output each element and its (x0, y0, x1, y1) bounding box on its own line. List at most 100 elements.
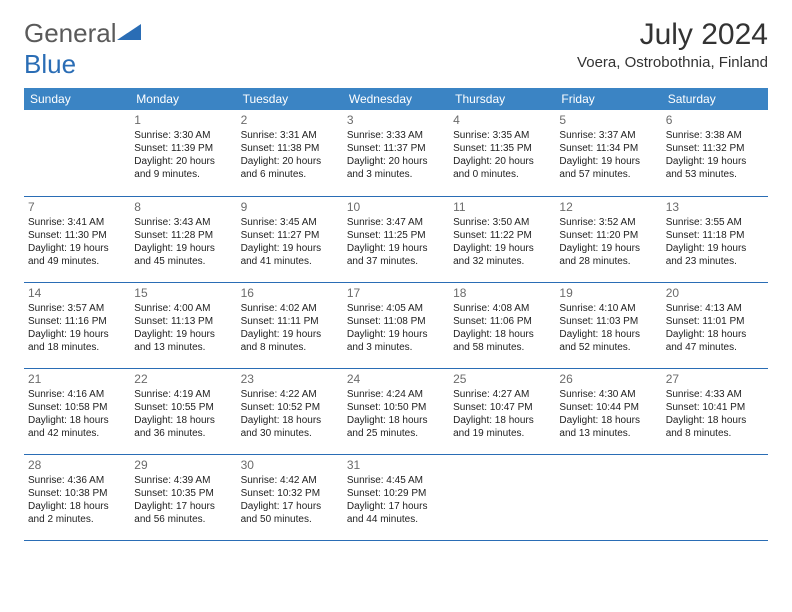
calendar-cell: 9Sunrise: 3:45 AMSunset: 11:27 PMDayligh… (237, 196, 343, 282)
calendar-cell: 15 Sunrise: 4:00 AMSunset: 11:13 PMDaylig… (130, 282, 236, 368)
calendar-cell: 11 Sunrise: 3:50 AMSunset: 11:22 PMDaylig… (449, 196, 555, 282)
day-number: 11 (453, 200, 551, 214)
day-info: Sunrise: 4:36 AMSunset: 10:38 PMDaylight… (28, 474, 126, 526)
day-info: Sunrise: 3:35 AMSunset: 11:35 PMDaylight… (453, 129, 551, 181)
day-number: 14 (28, 286, 126, 300)
calendar-cell: 31 Sunrise: 4:45 AMSunset: 10:29 PMDaylig… (343, 454, 449, 540)
logo-text-a: General (24, 18, 117, 48)
day-info: Sunrise: 4:00 AMSunset: 11:13 PMDaylight… (134, 302, 232, 354)
day-info: Sunrise: 4:02 AMSunset: 11:11 PMDaylight… (241, 302, 339, 354)
day-info: Sunrise: 3:57 AMSunset: 11:16 PMDaylight… (28, 302, 126, 354)
day-number: 20 (666, 286, 764, 300)
day-info: Sunrise: 4:45 AMSunset: 10:29 PMDaylight… (347, 474, 445, 526)
calendar-cell: 5 Sunrise: 3:37 AMSunset: 11:34 PMDayligh… (555, 110, 661, 196)
day-number: 13 (666, 200, 764, 214)
day-number: 3 (347, 113, 445, 127)
day-number: 26 (559, 372, 657, 386)
day-info: Sunrise: 4:22 AMSunset: 10:52 PMDaylight… (241, 388, 339, 440)
day-info: Sunrise: 3:30 AMSunset: 11:39 PMDaylight… (134, 129, 232, 181)
calendar-cell: 4 Sunrise: 3:35 AMSunset: 11:35 PMDayligh… (449, 110, 555, 196)
weekday-header: Saturday (662, 88, 768, 110)
day-info: Sunrise: 3:41 AMSunset: 11:30 PMDaylight… (28, 216, 126, 268)
weekday-header: Wednesday (343, 88, 449, 110)
day-number: 6 (666, 113, 764, 127)
calendar-cell: 24Sunrise: 4:24 AMSunset: 10:50 PMDaylig… (343, 368, 449, 454)
day-info: Sunrise: 3:31 AMSunset: 11:38 PMDaylight… (241, 129, 339, 181)
calendar-cell: 30Sunrise: 4:42 AMSunset: 10:32 PMDaylig… (237, 454, 343, 540)
day-number: 21 (28, 372, 126, 386)
calendar-cell: 29Sunrise: 4:39 AMSunset: 10:35 PMDaylig… (130, 454, 236, 540)
day-info: Sunrise: 3:37 AMSunset: 11:34 PMDaylight… (559, 129, 657, 181)
calendar-cell: 12 Sunrise: 3:52 AMSunset: 11:20 PMDaylig… (555, 196, 661, 282)
calendar-cell-empty (555, 454, 661, 540)
day-info: Sunrise: 4:33 AMSunset: 10:41 PMDaylight… (666, 388, 764, 440)
day-info: Sunrise: 3:55 AMSunset: 11:18 PMDaylight… (666, 216, 764, 268)
day-info: Sunrise: 4:30 AMSunset: 10:44 PMDaylight… (559, 388, 657, 440)
calendar-cell: 18Sunrise: 4:08 AMSunset: 11:06 PMDaylig… (449, 282, 555, 368)
calendar-cell: 23 Sunrise: 4:22 AMSunset: 10:52 PMDaylig… (237, 368, 343, 454)
day-info: Sunrise: 4:08 AMSunset: 11:06 PMDaylight… (453, 302, 551, 354)
day-number: 24 (347, 372, 445, 386)
logo: GeneralBlue (24, 18, 141, 80)
calendar-cell: 13 Sunrise: 3:55 AMSunset: 11:18 PMDaylig… (662, 196, 768, 282)
day-number: 23 (241, 372, 339, 386)
calendar-head: SundayMondayTuesdayWednesdayThursdayFrid… (24, 88, 768, 110)
day-info: Sunrise: 4:19 AMSunset: 10:55 PMDaylight… (134, 388, 232, 440)
day-number: 19 (559, 286, 657, 300)
calendar-cell: 21Sunrise: 4:16 AMSunset: 10:58 PMDaylig… (24, 368, 130, 454)
day-number: 17 (347, 286, 445, 300)
day-info: Sunrise: 3:43 AMSunset: 11:28 PMDaylight… (134, 216, 232, 268)
day-number: 22 (134, 372, 232, 386)
calendar-cell: 8 Sunrise: 3:43 AMSunset: 11:28 PMDayligh… (130, 196, 236, 282)
weekday-header: Thursday (449, 88, 555, 110)
logo-triangle-icon (117, 22, 141, 42)
calendar-row: 14 Sunrise: 3:57 AMSunset: 11:16 PMDaylig… (24, 282, 768, 368)
day-info: Sunrise: 4:10 AMSunset: 11:03 PMDaylight… (559, 302, 657, 354)
day-info: Sunrise: 3:38 AMSunset: 11:32 PMDaylight… (666, 129, 764, 181)
location: Voera, Ostrobothnia, Finland (577, 54, 768, 71)
calendar-table: SundayMondayTuesdayWednesdayThursdayFrid… (24, 88, 768, 541)
weekday-header: Monday (130, 88, 236, 110)
weekday-header: Tuesday (237, 88, 343, 110)
day-number: 16 (241, 286, 339, 300)
day-number: 29 (134, 458, 232, 472)
day-number: 15 (134, 286, 232, 300)
day-number: 8 (134, 200, 232, 214)
day-info: Sunrise: 3:50 AMSunset: 11:22 PMDaylight… (453, 216, 551, 268)
calendar-cell: 7 Sunrise: 3:41 AMSunset: 11:30 PMDayligh… (24, 196, 130, 282)
day-number: 12 (559, 200, 657, 214)
day-number: 4 (453, 113, 551, 127)
calendar-cell: 28 Sunrise: 4:36 AMSunset: 10:38 PMDaylig… (24, 454, 130, 540)
calendar-row: 21Sunrise: 4:16 AMSunset: 10:58 PMDaylig… (24, 368, 768, 454)
calendar-cell-empty (24, 110, 130, 196)
day-number: 7 (28, 200, 126, 214)
calendar-row: 7 Sunrise: 3:41 AMSunset: 11:30 PMDayligh… (24, 196, 768, 282)
calendar-cell: 27 Sunrise: 4:33 AMSunset: 10:41 PMDaylig… (662, 368, 768, 454)
calendar-cell: 16 Sunrise: 4:02 AMSunset: 11:11 PMDaylig… (237, 282, 343, 368)
calendar-cell: 14 Sunrise: 3:57 AMSunset: 11:16 PMDaylig… (24, 282, 130, 368)
day-info: Sunrise: 4:27 AMSunset: 10:47 PMDaylight… (453, 388, 551, 440)
day-info: Sunrise: 3:52 AMSunset: 11:20 PMDaylight… (559, 216, 657, 268)
day-number: 1 (134, 113, 232, 127)
day-info: Sunrise: 4:13 AMSunset: 11:01 PMDaylight… (666, 302, 764, 354)
day-info: Sunrise: 4:05 AMSunset: 11:08 PMDaylight… (347, 302, 445, 354)
calendar-body: 1 Sunrise: 3:30 AMSunset: 11:39 PMDayligh… (24, 110, 768, 540)
logo-text: GeneralBlue (24, 18, 141, 80)
calendar-cell: 1 Sunrise: 3:30 AMSunset: 11:39 PMDayligh… (130, 110, 236, 196)
day-number: 28 (28, 458, 126, 472)
page-title: July 2024 (577, 18, 768, 52)
day-info: Sunrise: 3:47 AMSunset: 11:25 PMDaylight… (347, 216, 445, 268)
weekday-header: Friday (555, 88, 661, 110)
header: GeneralBlue July 2024 Voera, Ostrobothni… (24, 18, 768, 80)
calendar-cell: 20 Sunrise: 4:13 AMSunset: 11:01 PMDaylig… (662, 282, 768, 368)
day-number: 27 (666, 372, 764, 386)
calendar-cell: 6 Sunrise: 3:38 AMSunset: 11:32 PMDayligh… (662, 110, 768, 196)
day-number: 5 (559, 113, 657, 127)
day-number: 31 (347, 458, 445, 472)
day-number: 2 (241, 113, 339, 127)
day-number: 9 (241, 200, 339, 214)
calendar-cell: 19 Sunrise: 4:10 AMSunset: 11:03 PMDaylig… (555, 282, 661, 368)
logo-text-b: Blue (24, 49, 76, 79)
calendar-cell: 17 Sunrise: 4:05 AMSunset: 11:08 PMDaylig… (343, 282, 449, 368)
day-number: 10 (347, 200, 445, 214)
